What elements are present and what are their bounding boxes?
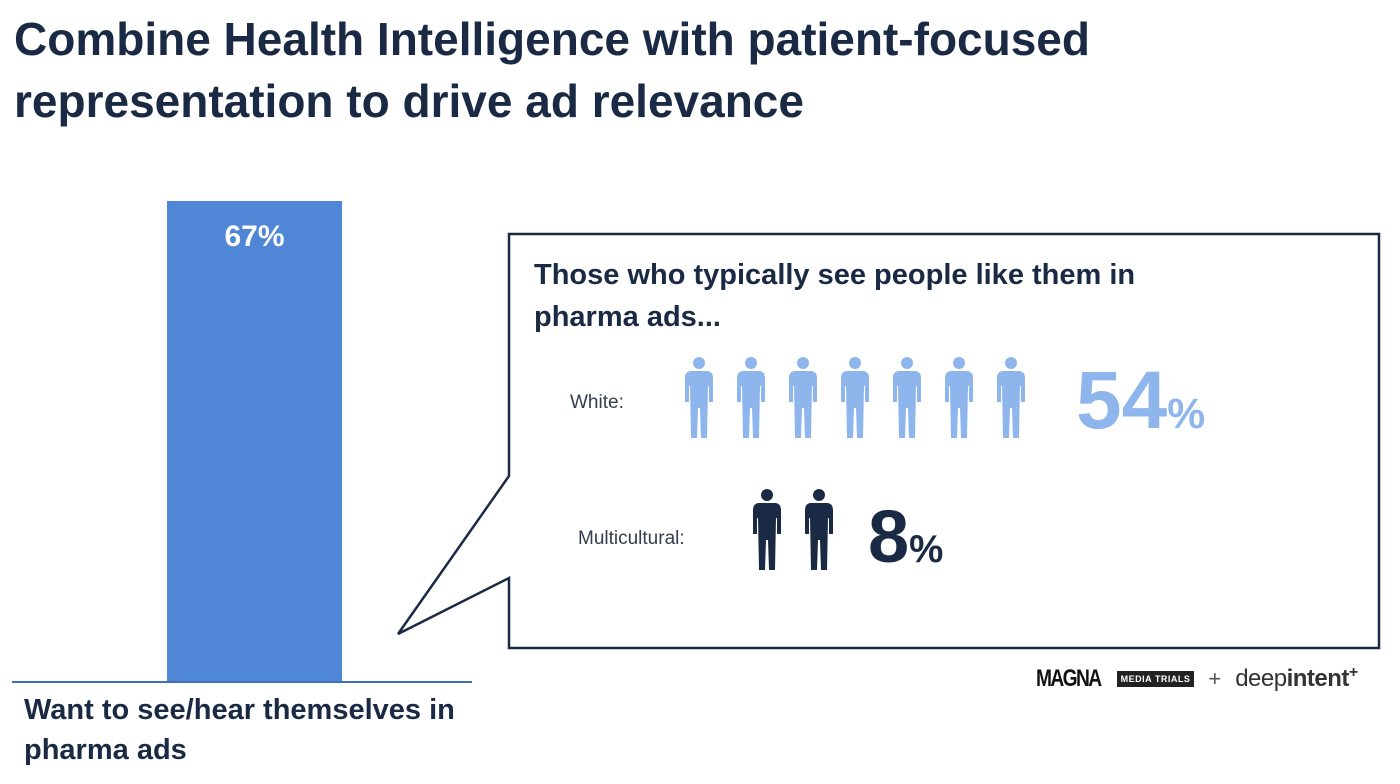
white-value: 54% (1076, 360, 1205, 442)
person-silhouette-icon (685, 357, 713, 438)
page-title: Combine Health Intelligence with patient… (14, 13, 1090, 127)
logo-plus-sign: + (1208, 665, 1222, 691)
person-silhouette-icon (945, 357, 973, 438)
white-person-icons (684, 356, 1048, 445)
person-silhouette-icon (893, 357, 921, 438)
multicultural-row-label: Multicultural: (578, 528, 685, 549)
person-silhouette-icon (789, 357, 817, 438)
multicultural-value-number: 8 (868, 495, 910, 578)
bar-want-to-see (167, 201, 342, 681)
person-silhouette-icon (841, 357, 869, 438)
white-value-unit: % (1167, 390, 1206, 438)
multicultural-value-unit: % (909, 528, 944, 571)
magna-logo: MAGNA (1036, 664, 1102, 692)
deepintent-logo-deep: deep (1235, 665, 1287, 692)
person-silhouette-icon (805, 489, 833, 570)
white-row-label: White: (570, 392, 624, 413)
bar-value-label: 67% (224, 220, 284, 253)
partner-logos: MAGNA MEDIA TRIALS + deepintent+ (1036, 664, 1358, 693)
callout-heading: Those who typically see people like them… (534, 259, 1136, 333)
deepintent-logo-intent: intent (1286, 665, 1350, 692)
white-value-number: 54 (1076, 355, 1168, 446)
callout-outline (396, 232, 1381, 650)
person-silhouette-icon (753, 489, 781, 570)
person-silhouette-icon (737, 357, 765, 438)
multicultural-person-icons (752, 488, 856, 577)
deepintent-logo-mark: + (1348, 664, 1358, 681)
magna-media-trials-badge: MEDIA TRIALS (1116, 670, 1195, 687)
deepintent-logo: deepintent+ (1235, 664, 1358, 693)
person-silhouette-icon (997, 357, 1025, 438)
multicultural-value: 8% (868, 500, 943, 574)
bar-category-label: Want to see/hear themselves in pharma ad… (24, 694, 455, 766)
